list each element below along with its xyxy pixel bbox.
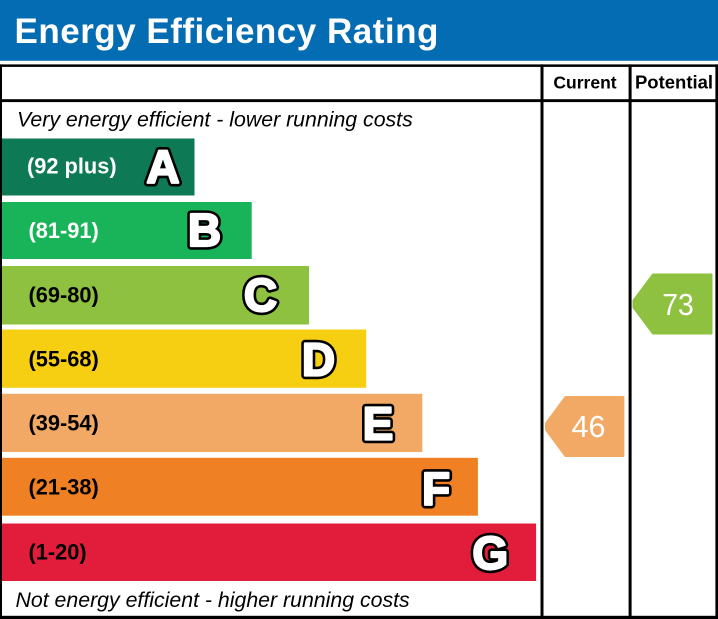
svg-text:A: A — [146, 141, 179, 193]
svg-text:D: D — [302, 334, 335, 386]
svg-text:(55-68): (55-68) — [29, 347, 99, 372]
svg-text:D: D — [302, 334, 335, 386]
svg-text:Very energy efficient - lower: Very energy efficient - lower running co… — [17, 108, 413, 132]
svg-text:(21-38): (21-38) — [29, 475, 99, 500]
svg-text:F: F — [422, 463, 450, 515]
svg-text:46: 46 — [572, 409, 606, 444]
svg-text:Energy Efficiency Rating: Energy Efficiency Rating — [15, 12, 439, 51]
svg-text:(39-54): (39-54) — [29, 411, 99, 436]
svg-text:Not energy efficient - higher: Not energy efficient - higher running co… — [16, 588, 411, 612]
svg-text:G: G — [472, 527, 508, 579]
svg-text:E: E — [363, 398, 394, 450]
svg-text:B: B — [188, 204, 221, 256]
svg-text:(1-20): (1-20) — [29, 540, 87, 565]
svg-text:(81-91): (81-91) — [29, 218, 99, 243]
svg-text:(92 plus): (92 plus) — [27, 154, 117, 179]
svg-text:(69-80): (69-80) — [29, 283, 99, 308]
svg-text:Current: Current — [553, 73, 616, 93]
svg-text:E: E — [363, 398, 394, 450]
svg-text:F: F — [422, 463, 450, 515]
svg-text:B: B — [188, 204, 221, 256]
svg-text:C: C — [244, 269, 277, 321]
svg-text:C: C — [244, 269, 277, 321]
svg-text:A: A — [146, 141, 179, 193]
svg-text:73: 73 — [662, 288, 694, 322]
svg-text:Potential: Potential — [635, 72, 713, 93]
svg-text:G: G — [472, 527, 508, 579]
